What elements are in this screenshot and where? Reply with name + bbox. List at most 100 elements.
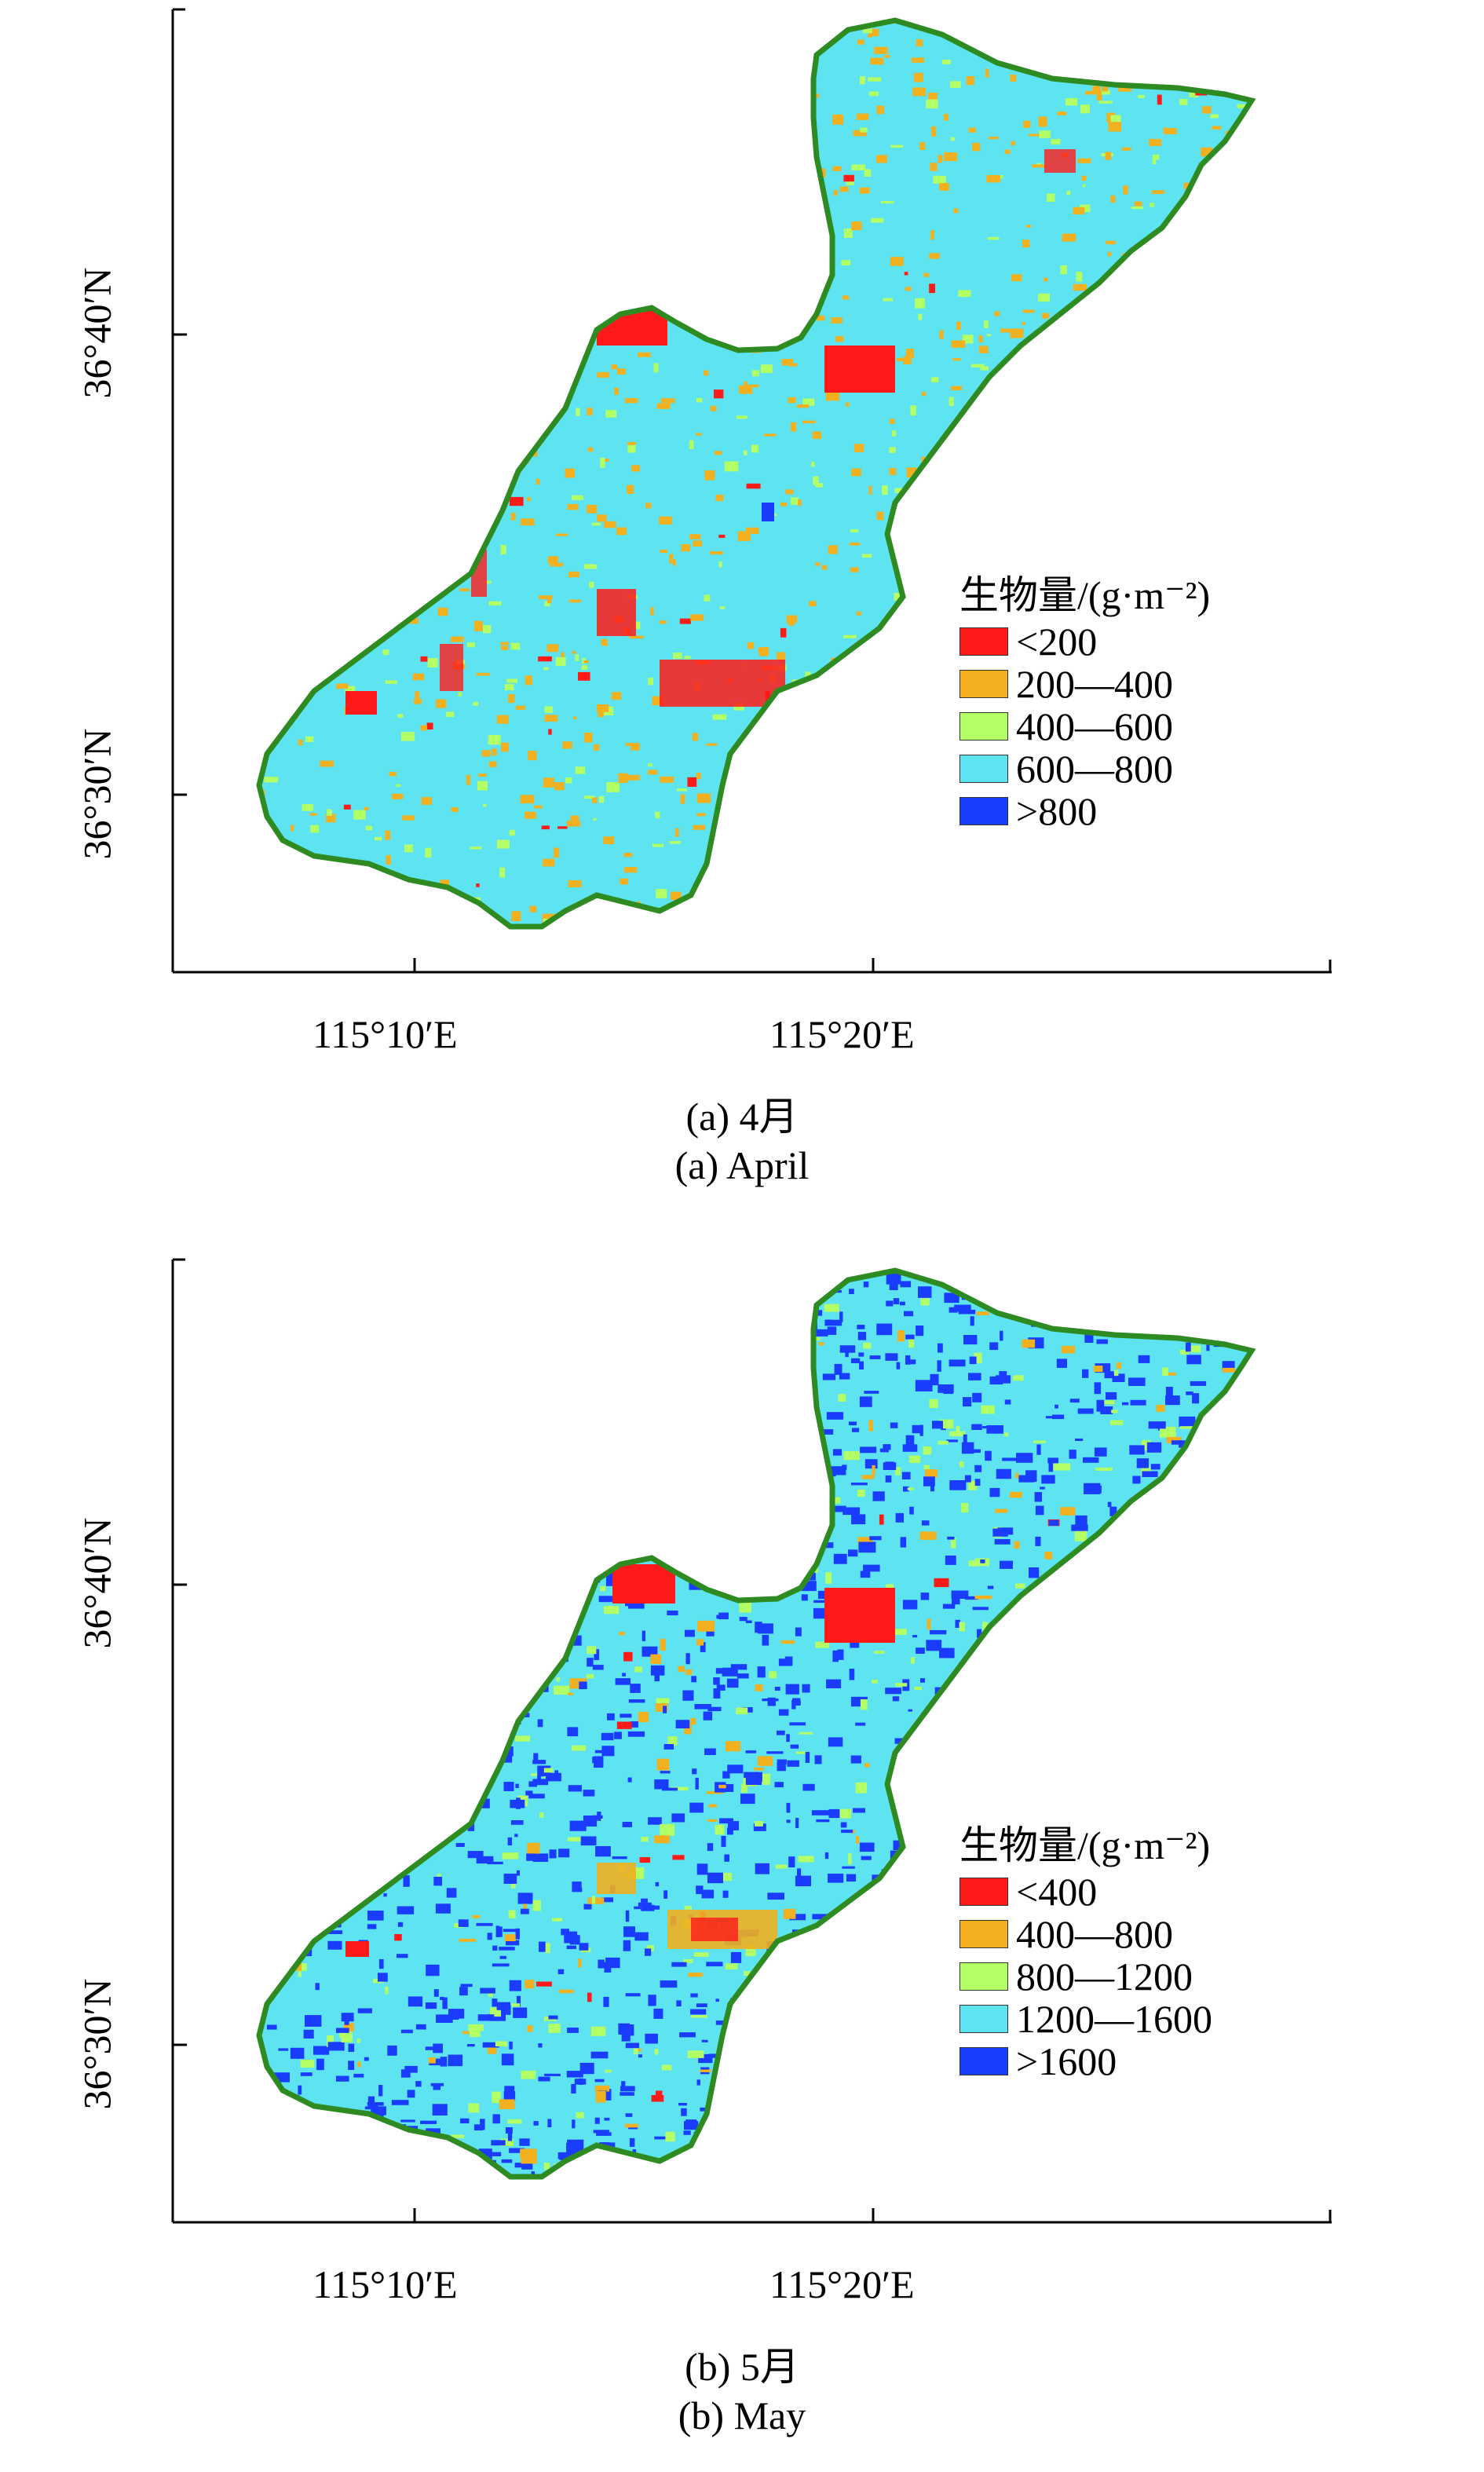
raster-cell bbox=[348, 2043, 355, 2052]
raster-cell bbox=[1261, 188, 1265, 193]
raster-cell bbox=[905, 1355, 911, 1365]
raster-cell bbox=[1082, 1369, 1089, 1378]
raster-cell bbox=[383, 1893, 387, 1897]
raster-cell bbox=[744, 381, 747, 386]
raster-cell bbox=[259, 1505, 263, 1514]
raster-cell bbox=[433, 1989, 439, 1997]
raster-cell bbox=[1119, 1553, 1136, 1562]
raster-cell bbox=[562, 924, 576, 927]
raster-cell bbox=[331, 601, 337, 608]
raster-cell bbox=[802, 1783, 815, 1791]
raster-cell bbox=[956, 1426, 960, 1433]
raster-cell bbox=[861, 910, 875, 917]
raster-cell bbox=[1064, 516, 1073, 523]
raster-cell bbox=[1226, 1712, 1234, 1724]
raster-cell bbox=[1002, 1457, 1018, 1461]
raster-cell bbox=[911, 2125, 921, 2133]
raster-cell bbox=[952, 358, 961, 361]
raster-cell bbox=[986, 1425, 1003, 1434]
raster-cell bbox=[483, 624, 492, 634]
raster-cell bbox=[661, 2064, 672, 2071]
raster-cell bbox=[701, 2157, 709, 2167]
raster-cell bbox=[1238, 707, 1250, 712]
raster-cell bbox=[375, 1532, 386, 1541]
raster-cell bbox=[1140, 906, 1151, 909]
raster-cell bbox=[741, 831, 748, 841]
raster-cell bbox=[1233, 2080, 1241, 2083]
raster-cell bbox=[804, 2038, 819, 2044]
raster-cell bbox=[1120, 2163, 1135, 2170]
raster-cell bbox=[1000, 1754, 1003, 1761]
raster-cell bbox=[1175, 2178, 1183, 2181]
raster-cell bbox=[568, 879, 582, 887]
raster-cell bbox=[744, 1378, 758, 1382]
raster-cell bbox=[433, 2043, 443, 2053]
raster-cell bbox=[601, 1897, 613, 1903]
raster-cell bbox=[581, 135, 594, 140]
raster-cell bbox=[1136, 1535, 1150, 1545]
raster-cell bbox=[648, 770, 658, 775]
raster-cell bbox=[491, 1539, 507, 1547]
raster-cell bbox=[741, 2174, 746, 2177]
raster-cell bbox=[1224, 147, 1235, 152]
raster-cell bbox=[633, 2044, 638, 2054]
raster-cell bbox=[494, 1336, 506, 1346]
raster-cell bbox=[696, 397, 703, 403]
raster-cell bbox=[1080, 204, 1091, 213]
raster-cell bbox=[414, 698, 422, 704]
raster-cell bbox=[543, 1768, 554, 1773]
raster-cell bbox=[606, 927, 616, 935]
raster-cell bbox=[683, 1959, 693, 1963]
raster-cell bbox=[968, 1373, 981, 1380]
raster-cell bbox=[584, 1428, 601, 1440]
raster-cell bbox=[267, 902, 281, 908]
raster-cell bbox=[959, 2108, 974, 2115]
raster-cell bbox=[1076, 2084, 1089, 2096]
raster-cell bbox=[1156, 314, 1164, 320]
raster-cell bbox=[654, 1671, 660, 1682]
raster-cell bbox=[1113, 476, 1124, 481]
raster-cell bbox=[375, 1820, 392, 1826]
raster-cell bbox=[517, 1892, 533, 1904]
raster-cell bbox=[348, 1834, 364, 1843]
raster-cell bbox=[379, 1347, 393, 1351]
raster-cell bbox=[574, 312, 589, 319]
raster-cell bbox=[908, 1709, 912, 1712]
raster-cell bbox=[346, 1897, 360, 1903]
raster-cell bbox=[522, 1534, 539, 1543]
raster-cell bbox=[317, 93, 327, 101]
raster-cell bbox=[1209, 2148, 1224, 2160]
raster-cell bbox=[298, 1900, 304, 1905]
raster-cell bbox=[466, 642, 475, 648]
raster-cell bbox=[986, 334, 992, 337]
raster-cell bbox=[704, 1524, 709, 1532]
raster-cell bbox=[420, 656, 428, 662]
raster-cell bbox=[523, 1903, 527, 1911]
raster-cell bbox=[594, 1649, 600, 1661]
raster-cell bbox=[1021, 1682, 1025, 1685]
raster-cell bbox=[634, 621, 641, 630]
raster-cell bbox=[263, 1776, 279, 1780]
raster-cell bbox=[1191, 280, 1198, 285]
raster-cell bbox=[724, 1854, 729, 1862]
raster-cell bbox=[672, 559, 676, 566]
raster-cell bbox=[968, 1480, 978, 1490]
raster-cell bbox=[726, 2122, 731, 2130]
raster-cell bbox=[623, 1421, 632, 1430]
raster-cell bbox=[1245, 745, 1252, 751]
raster-cell bbox=[696, 1885, 704, 1895]
raster-cell bbox=[503, 1874, 517, 1884]
raster-cell bbox=[419, 2163, 434, 2174]
raster-cell bbox=[918, 1961, 927, 1970]
raster-cell bbox=[1132, 1476, 1141, 1484]
raster-cell bbox=[336, 2028, 349, 2033]
raster-cell bbox=[815, 1641, 830, 1648]
raster-cell bbox=[684, 1906, 692, 1910]
raster-cell bbox=[1234, 2130, 1242, 2141]
raster-cell bbox=[921, 1922, 938, 1931]
raster-cell bbox=[466, 1563, 477, 1567]
raster-cell bbox=[820, 1429, 834, 1435]
raster-cell bbox=[1000, 1274, 1009, 1285]
raster-cell bbox=[940, 1948, 952, 1958]
raster-cell bbox=[910, 405, 916, 416]
